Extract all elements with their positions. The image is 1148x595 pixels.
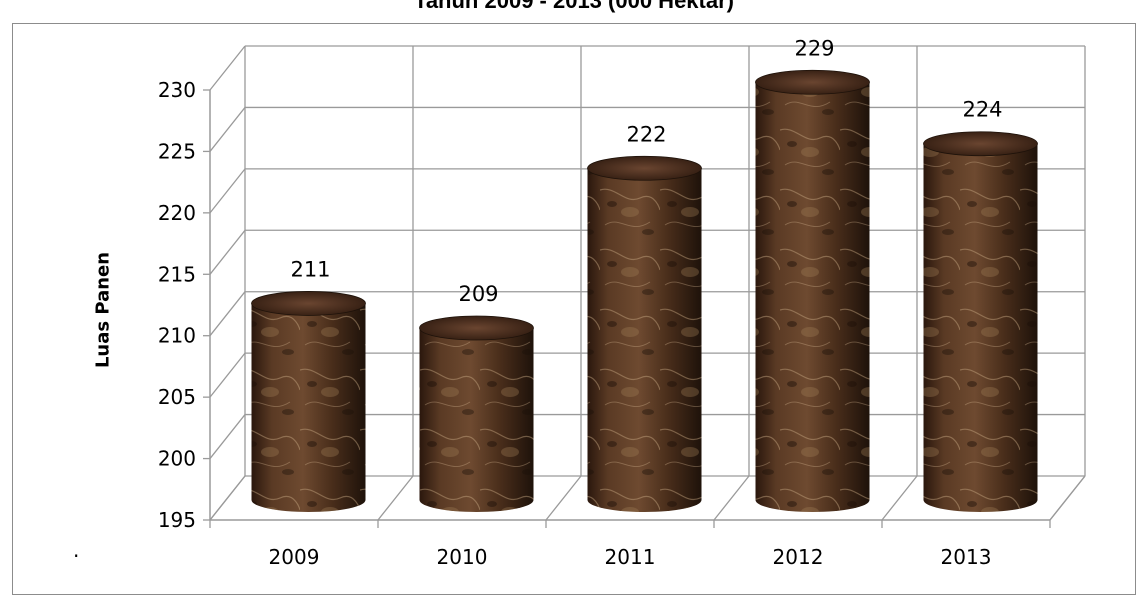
data-label: 209 (458, 282, 498, 306)
bar-top (419, 315, 534, 341)
y-tick-label: 220 (158, 201, 196, 225)
gridline-side (209, 45, 246, 91)
bar-texture (923, 143, 1038, 512)
x-tick-label: 2010 (437, 545, 488, 569)
x-tick-label: 2009 (269, 545, 320, 569)
chart-svg: 195 200 205 210 215 220 225 230 211 209 222 229 224… (158, 36, 1086, 569)
floor-diagonal (881, 475, 918, 521)
x-tick-label: 2013 (941, 545, 992, 569)
gridline-side (209, 352, 246, 398)
y-tick-label: 225 (158, 139, 196, 163)
y-tick-label: 200 (158, 447, 196, 471)
y-tick-label: 215 (158, 262, 196, 286)
data-label: 229 (794, 36, 834, 60)
y-tick-label: 195 (158, 508, 196, 532)
bar (419, 315, 534, 512)
x-tick-labels: 2009 2010 2011 2012 2013 (269, 545, 992, 569)
y-tick-labels: 195 200 205 210 215 220 225 230 (158, 78, 210, 532)
gridline-side (209, 291, 246, 337)
chart-title: Tahun 2009 - 2013 (000 Hektar) (414, 0, 734, 13)
bar-texture (587, 168, 702, 513)
data-label: 211 (290, 257, 330, 281)
x-tick-label: 2011 (605, 545, 656, 569)
bar-texture (419, 328, 534, 512)
bar (587, 155, 702, 513)
floor-diagonal (377, 475, 414, 521)
data-label: 224 (962, 98, 1002, 122)
gridline-side (209, 107, 246, 152)
floor-diagonal (713, 475, 750, 521)
y-tick-label: 230 (158, 78, 196, 102)
x-tick-label: 2012 (773, 545, 824, 569)
bar (251, 291, 366, 512)
gridline-side (209, 168, 246, 214)
gridline-side (209, 414, 246, 459)
bar (755, 69, 870, 513)
bars: 211 209 222 229 224 (251, 36, 1038, 513)
floor-diagonal (545, 475, 582, 521)
data-label: 222 (626, 122, 666, 146)
bar (923, 131, 1038, 512)
footnote-mark: . (73, 538, 80, 562)
bar-texture (755, 82, 870, 513)
floor-diagonal (1049, 475, 1086, 521)
chart-frame: Tahun 2009 - 2013 (000 Hektar) Luas Pane… (12, 0, 1136, 595)
y-tick-label: 205 (158, 385, 196, 409)
gridline-side (209, 229, 246, 275)
y-tick-label: 210 (158, 324, 196, 348)
bar-top (587, 155, 702, 181)
floor-diagonal (209, 475, 246, 521)
bar-top (755, 69, 870, 95)
bar-texture (251, 303, 366, 512)
bar-top (251, 291, 366, 316)
bar-top (923, 131, 1038, 157)
